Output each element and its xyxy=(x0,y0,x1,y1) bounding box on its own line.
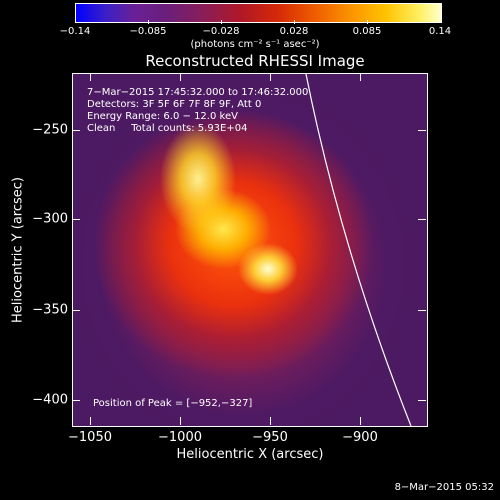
colorbar-tick xyxy=(294,20,295,24)
x-axis-label: Heliocentric X (arcsec) xyxy=(176,447,324,462)
detectors-text: Detectors: 3F 5F 6F 7F 8F 9F, Att 0 xyxy=(87,99,262,110)
x-major-tick xyxy=(360,73,361,81)
y-major-tick xyxy=(72,219,80,220)
time-range-text: 7−Mar−2015 17:45:32.000 to 17:46:32.000 xyxy=(87,87,309,98)
x-tick-label: −900 xyxy=(342,430,378,445)
x-tick-label: −950 xyxy=(252,430,288,445)
x-tick-label: −1050 xyxy=(68,430,112,445)
x-major-tick xyxy=(270,73,271,81)
colorbar-tick xyxy=(221,20,222,24)
y-tick-label: −400 xyxy=(32,392,68,408)
colorbar-tick-label: 0.028 xyxy=(279,26,309,37)
method-counts-text: Clean Total counts: 5.93E+04 xyxy=(87,123,248,134)
solar-limb-curve xyxy=(305,74,412,426)
y-major-tick xyxy=(418,219,426,220)
energy-range-text: Energy Range: 6.0 − 12.0 keV xyxy=(87,111,238,122)
y-tick-label: −300 xyxy=(32,211,68,227)
generation-date: 8−Mar−2015 05:32 xyxy=(394,482,494,493)
peak-position-text: Position of Peak = [−952,−327] xyxy=(93,398,253,409)
colorbar-tick-label: −0.028 xyxy=(202,26,240,37)
y-tick-label: −350 xyxy=(32,302,68,318)
rhessi-image: 7−Mar−2015 17:45:32.000 to 17:46:32.000 … xyxy=(72,73,428,427)
colorbar-tick-label: −0.14 xyxy=(59,26,91,37)
y-major-tick xyxy=(418,310,426,311)
colorbar-tick-label: 0.14 xyxy=(428,26,452,37)
y-tick-label: −250 xyxy=(32,122,68,138)
colorbar-tick-label: 0.085 xyxy=(352,26,382,37)
colorbar-unit: (photons cm⁻² s⁻¹ asec⁻²) xyxy=(190,39,320,50)
y-major-tick xyxy=(72,130,80,131)
x-major-tick xyxy=(180,417,181,425)
y-major-tick xyxy=(418,130,426,131)
y-major-tick xyxy=(418,400,426,401)
plot-title: Reconstructed RHESSI Image xyxy=(145,52,365,70)
colorbar-tick xyxy=(367,20,368,24)
x-major-tick xyxy=(180,73,181,81)
y-major-tick xyxy=(72,310,80,311)
x-tick-label: −1000 xyxy=(158,430,202,445)
x-major-tick xyxy=(90,73,91,81)
y-major-tick xyxy=(72,400,80,401)
x-major-tick xyxy=(270,417,271,425)
colorbar-tick-label: −0.085 xyxy=(129,26,167,37)
colorbar xyxy=(75,3,442,23)
colorbar-tick xyxy=(148,20,149,24)
x-major-tick xyxy=(360,417,361,425)
y-axis-label: Heliocentric Y (arcsec) xyxy=(10,177,26,323)
x-major-tick xyxy=(90,417,91,425)
